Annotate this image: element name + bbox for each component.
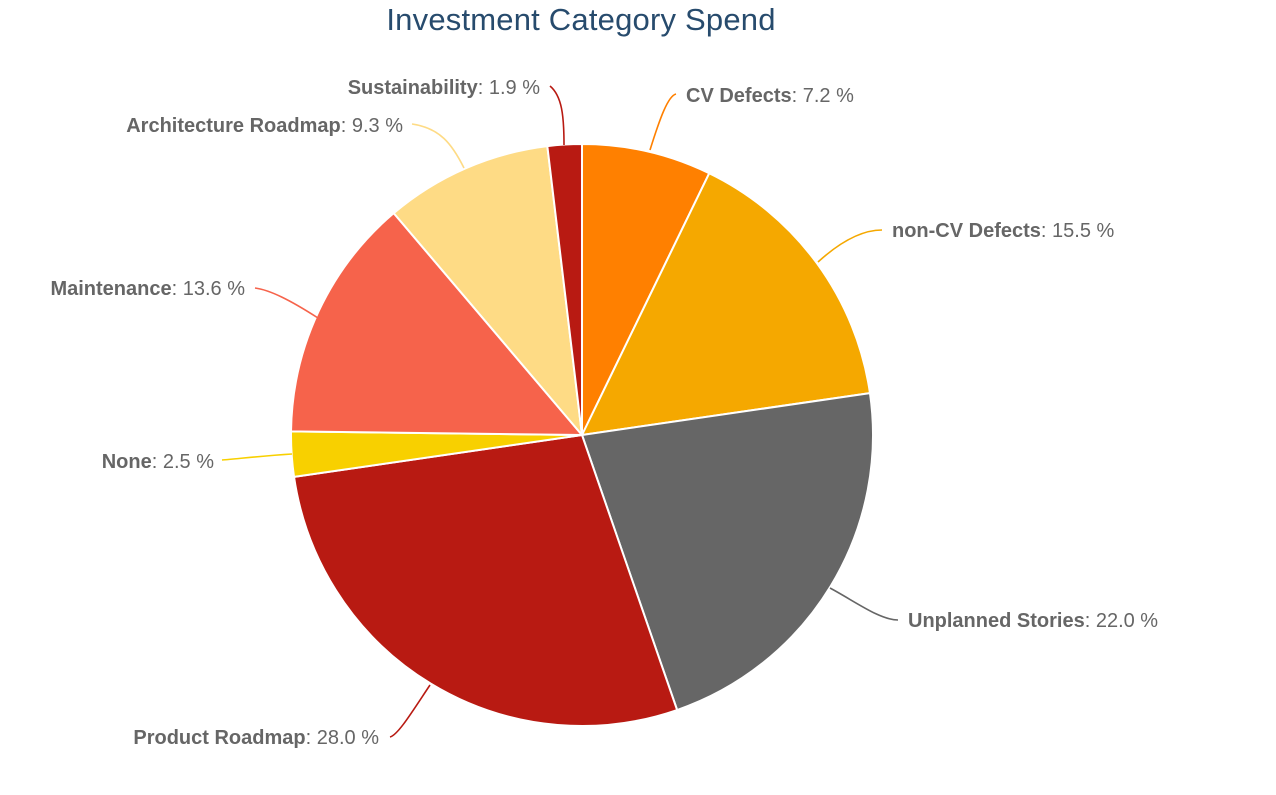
connector-non-cv-defects [817, 229, 883, 263]
connector-unplanned-stories [829, 587, 899, 621]
connector-none [221, 453, 293, 461]
label-value-maintenance: 13.6 % [183, 278, 245, 300]
label-name-architecture-roadmap: Architecture Roadmap [126, 115, 341, 137]
connector-sustainability [549, 85, 565, 146]
label-value-unplanned-stories: 22.0 % [1096, 610, 1158, 632]
label-name-non-cv-defects: non-CV Defects [892, 220, 1041, 242]
data-label-cv-defects: CV Defects: 7.2 % [686, 85, 854, 107]
connector-product-roadmap [389, 684, 431, 738]
label-separator: : [152, 451, 163, 473]
label-name-cv-defects: CV Defects [686, 85, 792, 107]
connector-architecture-roadmap [411, 123, 465, 169]
label-separator: : [478, 77, 489, 99]
pie-slice-cv-defects[interactable] [581, 143, 711, 436]
connector-maintenance [254, 287, 319, 319]
label-value-none: 2.5 % [163, 451, 214, 473]
label-separator: : [1085, 610, 1096, 632]
label-name-none: None [102, 451, 152, 473]
chart-title: Investment Category Spend [386, 2, 776, 37]
label-value-cv-defects: 7.2 % [803, 85, 854, 107]
label-value-product-roadmap: 28.0 % [317, 727, 379, 749]
pie-slice-architecture-roadmap[interactable] [392, 145, 583, 436]
pie-slice-maintenance[interactable] [290, 212, 583, 436]
connectors-layer [221, 85, 899, 738]
label-separator: : [792, 85, 803, 107]
pie-slice-non-cv-defects[interactable] [581, 172, 871, 436]
data-label-sustainability: Sustainability: 1.9 % [348, 77, 541, 99]
label-name-maintenance: Maintenance [50, 278, 171, 300]
data-label-none: None: 2.5 % [102, 451, 214, 473]
label-separator: : [1041, 220, 1052, 242]
pie-slice-product-roadmap[interactable] [293, 434, 679, 727]
label-separator: : [172, 278, 183, 300]
labels-layer: CV Defects: 7.2 % non-CV Defects: 15.5 % U… [50, 77, 1158, 749]
label-value-non-cv-defects: 15.5 % [1052, 220, 1114, 242]
pie-slice-unplanned-stories[interactable] [581, 392, 875, 712]
data-label-unplanned-stories: Unplanned Stories: 22.0 % [908, 610, 1158, 632]
slices-layer [290, 143, 875, 727]
label-separator: : [306, 727, 317, 749]
data-label-maintenance: Maintenance: 13.6 % [50, 278, 245, 300]
data-label-non-cv-defects: non-CV Defects: 15.5 % [892, 220, 1115, 242]
label-value-sustainability: 1.9 % [489, 77, 540, 99]
data-label-product-roadmap: Product Roadmap: 28.0 % [133, 727, 379, 749]
label-name-sustainability: Sustainability [348, 77, 479, 99]
connector-cv-defects [649, 93, 677, 151]
label-value-architecture-roadmap: 9.3 % [352, 115, 403, 137]
label-name-product-roadmap: Product Roadmap [133, 727, 305, 749]
data-label-architecture-roadmap: Architecture Roadmap: 9.3 % [126, 115, 403, 137]
label-name-unplanned-stories: Unplanned Stories [908, 610, 1085, 632]
label-separator: : [341, 115, 352, 137]
